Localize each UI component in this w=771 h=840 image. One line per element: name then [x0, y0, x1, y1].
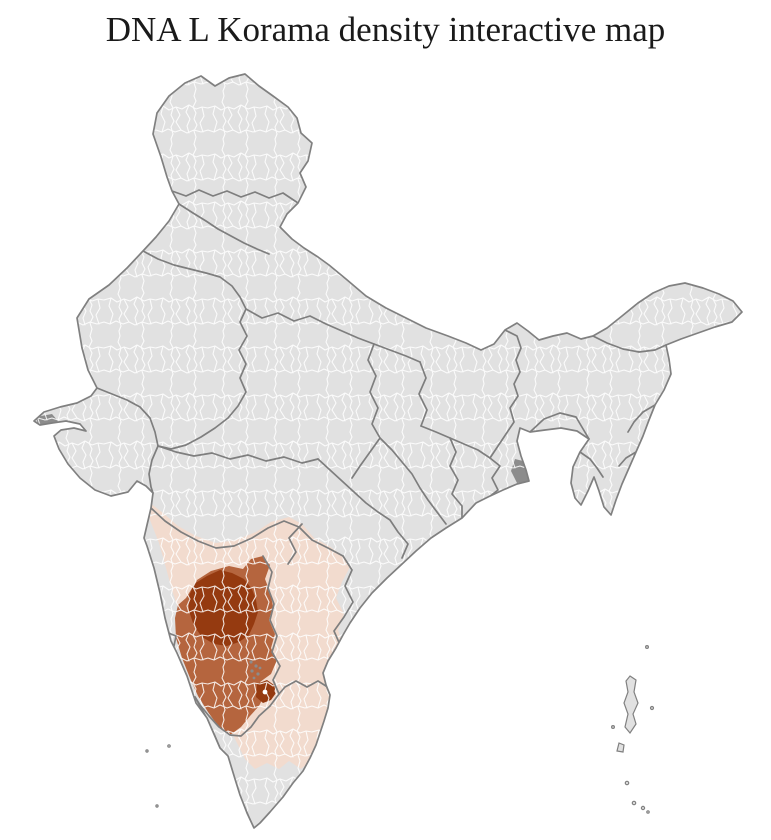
andaman-nicobar-islands[interactable] [610, 644, 655, 814]
lakshadweep-islands[interactable] [145, 744, 171, 808]
map-title: DNA L Korama density interactive map [105, 10, 666, 49]
district-hole-dot [262, 689, 268, 695]
